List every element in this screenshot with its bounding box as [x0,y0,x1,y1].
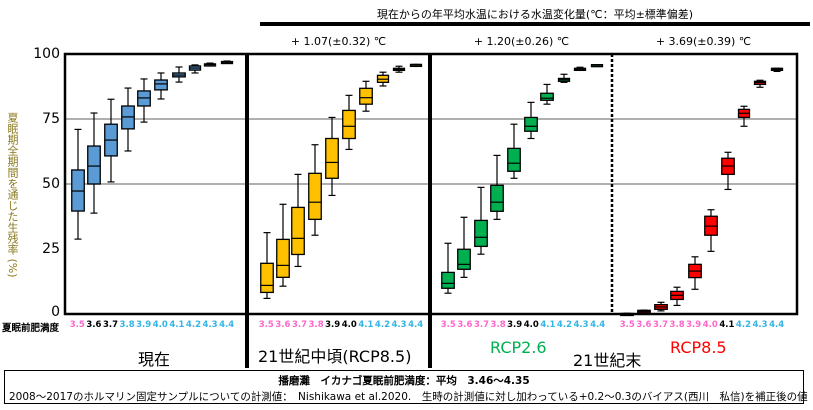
x-tick-label: 3.7 [291,320,308,330]
x-tick-label: 3.6 [457,320,473,330]
y-tick-75: 75 [42,111,60,127]
temp-change-mid-century: + 1.07(±0.32) ℃ [290,35,387,48]
box-4.1 [359,87,373,105]
y-tick-0: 0 [51,304,60,320]
temperature-change-header: 現在からの年平均水温における水温変化量(℃：平均±標準偏差) [376,8,694,21]
x-ticks-present: 3.5 3.6 3.7 3.8 3.9 4.0 4.1 4.2 4.3 4.4 [69,320,235,330]
x-tick-label: 4.4 [769,320,785,330]
period-mid-century-label: 21世紀中頃(RCP8.5) [258,347,412,366]
x-tick-label: 3.6 [86,320,102,330]
x-tick-label: 4.1 [719,320,735,330]
box-3.6 [457,248,471,270]
x-tick-label: 4.3 [391,320,407,330]
x-tick-label: 3.7 [102,320,119,330]
x-tick-label: 3.8 [669,320,685,330]
x-tick-label: 3.5 [69,320,85,330]
box-3.5 [441,271,455,289]
x-tick-label: 3.5 [440,320,456,330]
box-3.6 [276,238,290,278]
x-tick-label: 3.9 [686,320,702,330]
x-tick-label: 4.3 [752,320,768,330]
x-tick-label: 4.1 [169,320,185,330]
box-3.8 [308,172,322,221]
x-tick-label: 4.4 [219,320,235,330]
x-tick-label: 4.1 [358,320,374,330]
period-present-label: 現在 [138,350,171,369]
box-3.7 [291,206,305,256]
y-tick-25: 25 [42,241,60,257]
x-tick-label: 3.8 [119,320,135,330]
x-tick-label: 3.9 [507,320,523,330]
x-tick-label: 4.0 [152,320,168,330]
y-tick-100: 100 [33,46,60,62]
x-tick-label: 4.0 [702,320,718,330]
x-tick-label: 3.7 [652,320,669,330]
temp-change-rcp85: + 3.69(±0.39) ℃ [655,35,752,48]
x-tick-label: 4.4 [408,320,424,330]
footer-title: 播磨灘 イカナゴ夏眠前肥満度：平均 3.46～4.35 [278,375,530,387]
box-4.0 [524,116,538,132]
x-ticks-rcp26: 3.5 3.6 3.7 3.8 3.9 4.0 4.1 4.2 4.3 4.4 [440,320,606,330]
x-tick-label: 3.8 [490,320,506,330]
x-tick-label: 3.5 [619,320,635,330]
series-3 [620,67,784,317]
x-tick-label: 4.1 [540,320,556,330]
box-4.0 [154,79,168,91]
x-tick-label: 4.2 [735,320,751,330]
x-tick-label: 3.9 [136,320,152,330]
box-3.5 [260,262,274,294]
box-3.8 [490,184,504,212]
x-tick-label: 3.6 [275,320,291,330]
x-tick-label: 3.9 [325,320,341,330]
x-tick-label: 3.7 [473,320,490,330]
rcp85-label: RCP8.5 [670,338,727,357]
series-2 [441,64,604,294]
x-ticks-rcp85: 3.5 3.6 3.7 3.8 3.9 4.0 4.1 4.2 4.3 4.4 [619,320,785,330]
rcp26-label: RCP2.6 [490,338,547,357]
header-bar [260,22,810,26]
x-ticks-mid-century: 3.5 3.6 3.7 3.8 3.9 4.0 4.1 4.2 4.3 4.4 [258,320,424,330]
box-3.9 [325,137,339,179]
box-4.1 [540,92,554,101]
x-tick-label: 4.2 [556,320,572,330]
x-tick-label: 4.0 [523,320,539,330]
x-tick-label: 4.3 [202,320,218,330]
box-3.6 [87,145,101,185]
x-tick-label: 4.4 [590,320,606,330]
box-3.9 [507,147,521,172]
x-tick-label: 4.2 [374,320,390,330]
x-tick-label: 4.2 [185,320,201,330]
series-1 [260,63,423,299]
x-tick-label: 3.5 [258,320,274,330]
x-axis-title: 夏眠前肥満度 [2,323,60,334]
box-4.0 [342,109,356,140]
period-end-century-label: 21世紀末 [573,351,642,370]
x-tick-label: 4.3 [573,320,589,330]
footer-source: 2008～2017のホルマリン固定サンプルについての計測値： Nishikawa… [9,391,808,403]
x-tick-label: 3.8 [308,320,324,330]
x-tick-label: 4.0 [341,320,357,330]
temp-change-rcp26: + 1.20(±0.26) ℃ [473,35,570,48]
box-3.7 [474,219,488,248]
series-0 [71,60,234,240]
x-tick-label: 3.6 [636,320,652,330]
y-tick-50: 50 [42,176,60,192]
y-axis-label: 夏眠期全期間を通じた生残率 (%) [6,112,19,278]
footer-note-box: 播磨灘 イカナゴ夏眠前肥満度：平均 3.46～4.35 2008～2017のホル… [4,370,808,404]
